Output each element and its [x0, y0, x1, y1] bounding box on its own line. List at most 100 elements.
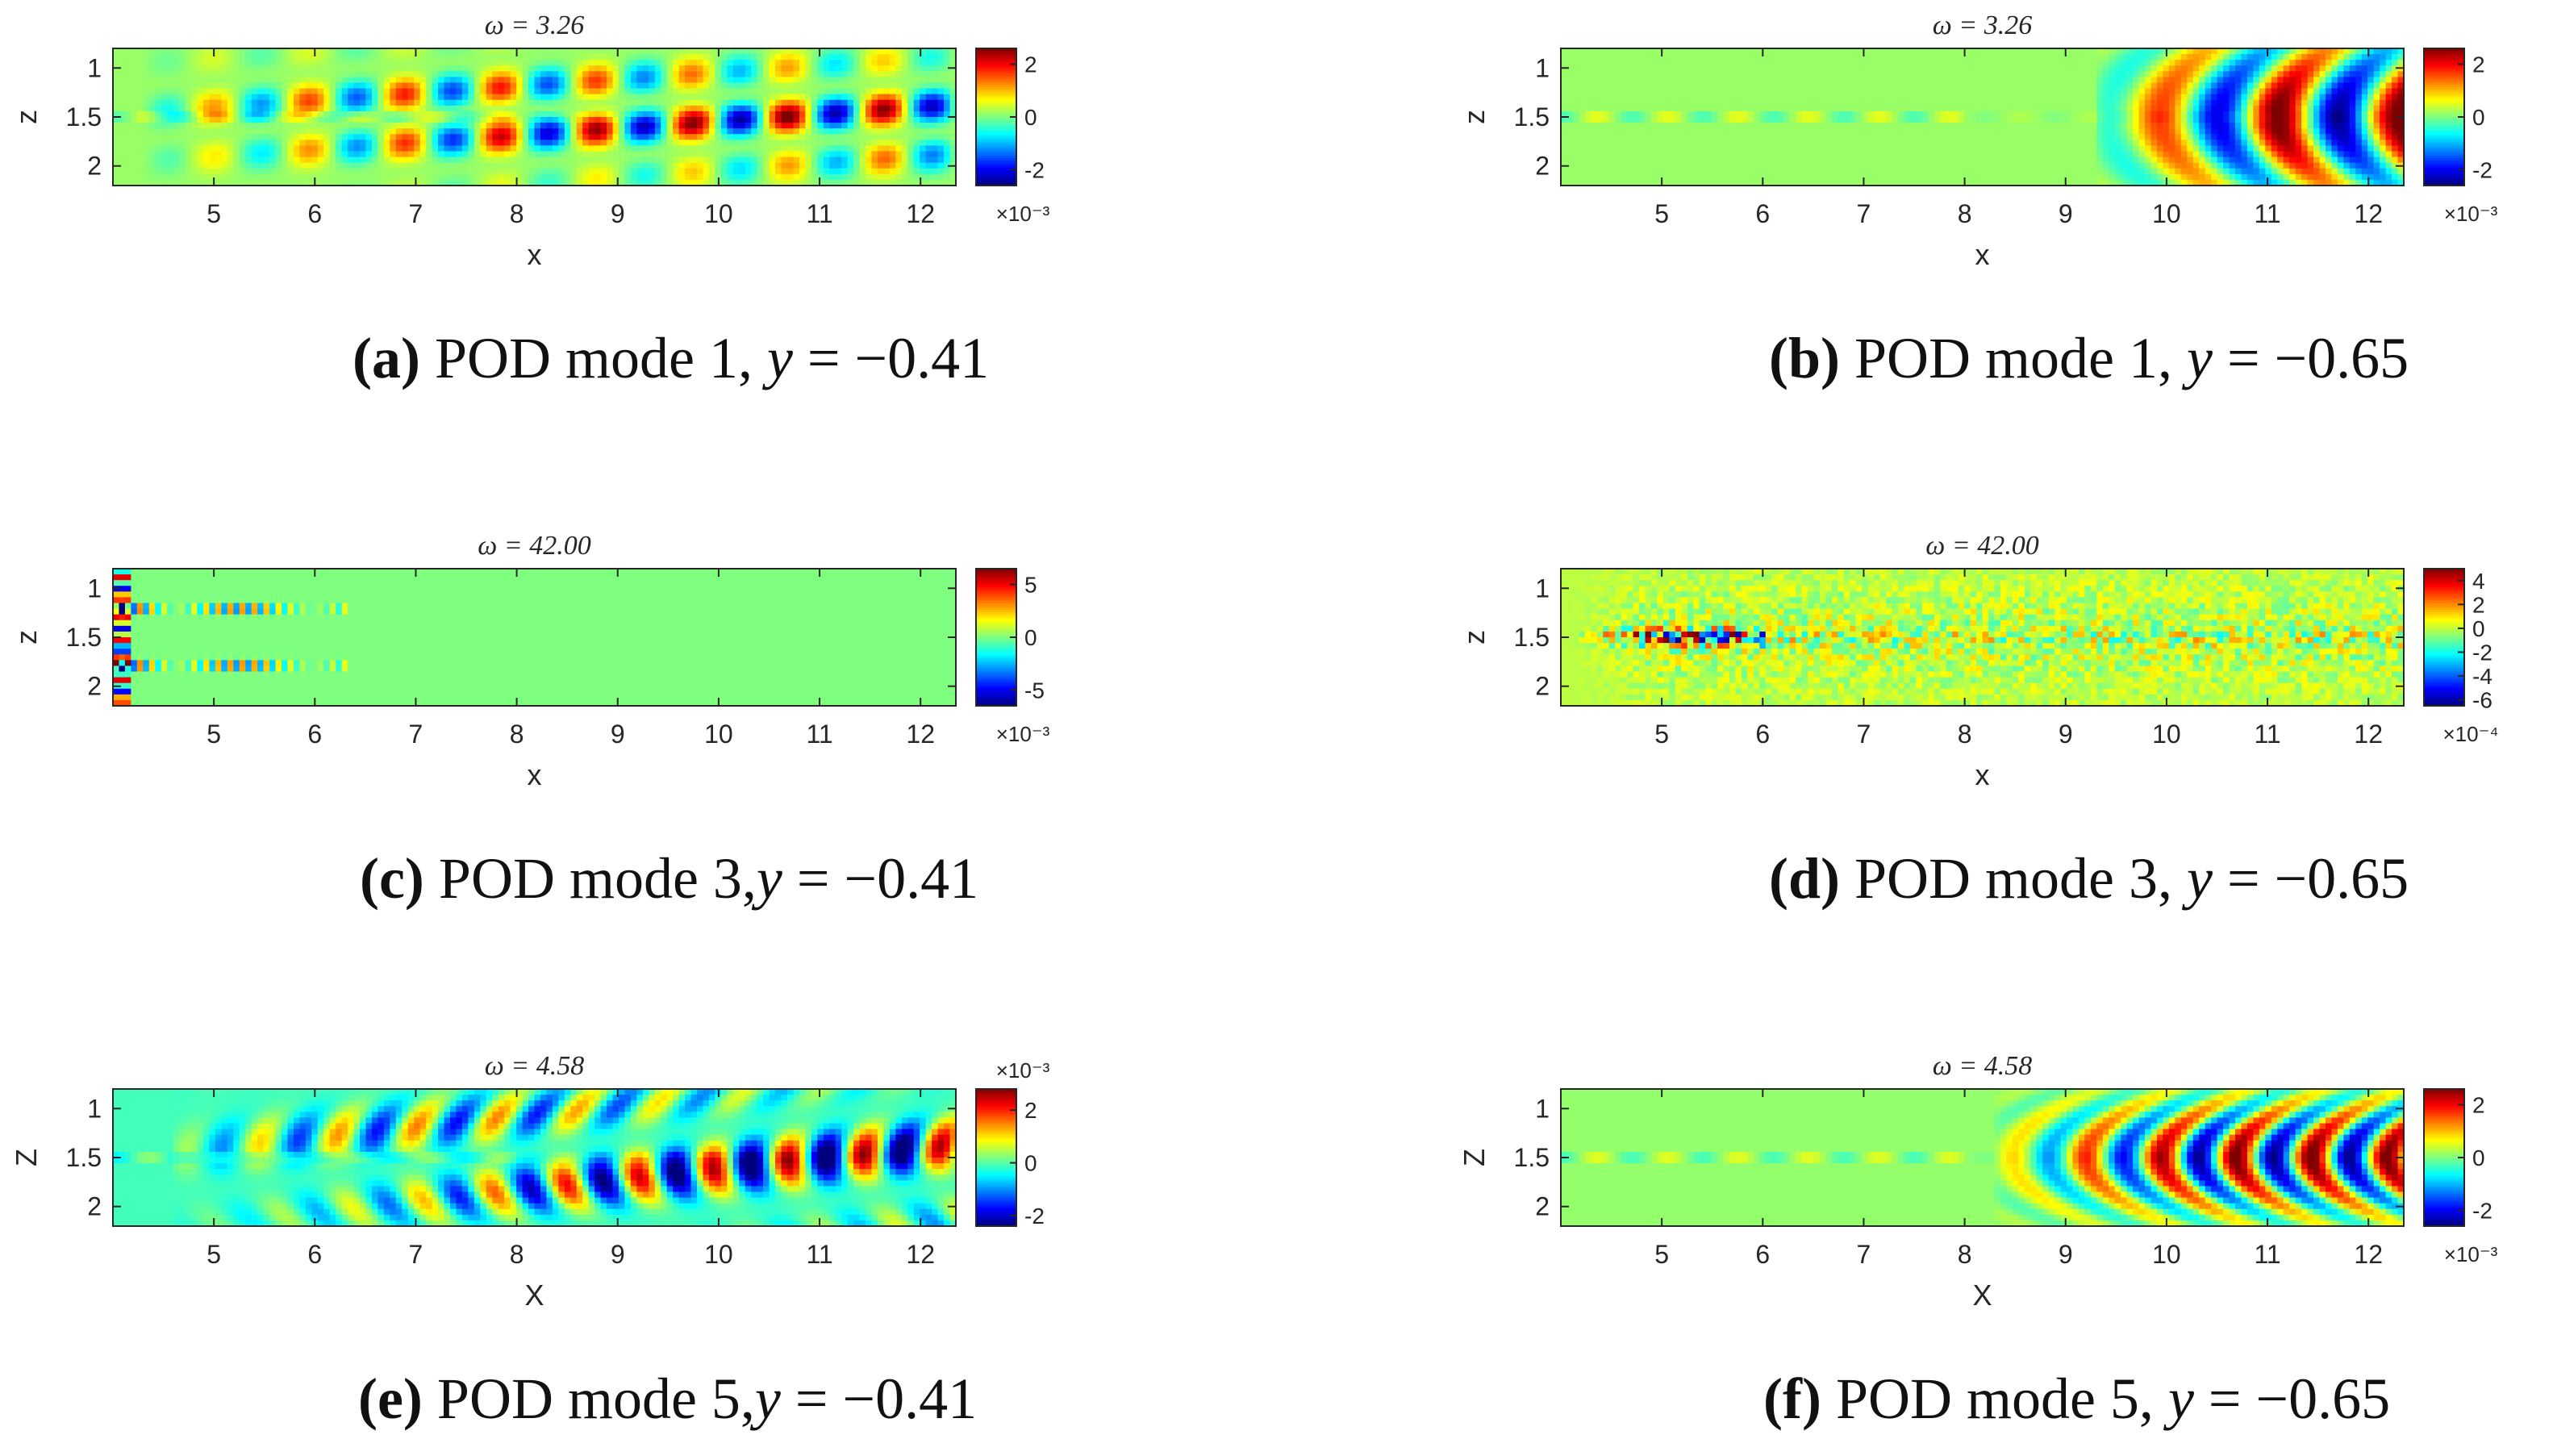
- heatmap-cell: [613, 140, 619, 146]
- heatmap-cell: [775, 123, 782, 129]
- heatmap-cell: [198, 174, 204, 181]
- heatmap-cell: [299, 60, 306, 66]
- heatmap-cell: [276, 152, 282, 158]
- heatmap-cell: [209, 169, 215, 175]
- heatmap-cell: [624, 145, 631, 152]
- heatmap-cell: [601, 65, 607, 72]
- heatmap-cell: [384, 89, 390, 95]
- heatmap-cell: [824, 77, 830, 83]
- heatmap-cell: [131, 100, 137, 106]
- heatmap-cell: [691, 89, 698, 95]
- heatmap-cell: [342, 65, 348, 72]
- heatmap-cell: [673, 152, 679, 158]
- heatmap-cell: [426, 157, 432, 164]
- heatmap-cell: [733, 65, 740, 72]
- heatmap-cell: [655, 94, 661, 101]
- heatmap-cell: [438, 54, 444, 60]
- heatmap-cell: [685, 123, 691, 129]
- heatmap-cell: [155, 65, 161, 72]
- heatmap-cell: [227, 140, 234, 146]
- heatmap-cell: [179, 83, 186, 90]
- heatmap-cell: [336, 94, 342, 101]
- heatmap-cell: [462, 71, 469, 77]
- heatmap-cell: [402, 117, 408, 123]
- heatmap-cell: [878, 89, 884, 95]
- heatmap-cell: [486, 77, 493, 83]
- heatmap-cell: [384, 157, 390, 164]
- heatmap-cell: [125, 48, 131, 55]
- heatmap-cell: [782, 163, 788, 169]
- heatmap-cell: [221, 123, 227, 129]
- heatmap-cell: [198, 128, 204, 135]
- heatmap-cell: [456, 111, 462, 118]
- heatmap-cell: [528, 134, 535, 140]
- heatmap-cell: [594, 111, 601, 118]
- heatmap-cell: [354, 174, 361, 181]
- heatmap-cell: [155, 94, 161, 101]
- heatmap-cell: [782, 106, 788, 112]
- heatmap-cell: [824, 100, 830, 106]
- heatmap-cell: [619, 145, 625, 152]
- heatmap-cell: [119, 94, 125, 101]
- heatmap-cell: [113, 106, 119, 112]
- heatmap-cell: [155, 174, 161, 181]
- heatmap-cell: [191, 111, 198, 118]
- heatmap-cell: [173, 100, 180, 106]
- heatmap-cell: [631, 77, 637, 83]
- heatmap-cell: [215, 152, 222, 158]
- heatmap-cell: [528, 100, 535, 106]
- heatmap-cell: [883, 77, 890, 83]
- heatmap-cell: [770, 117, 776, 123]
- heatmap-cell: [137, 106, 144, 112]
- heatmap-cell: [558, 100, 565, 106]
- heatmap-cell: [330, 152, 336, 158]
- heatmap-cell: [480, 94, 486, 101]
- heatmap-cell: [860, 117, 866, 123]
- heatmap-cell: [240, 152, 246, 158]
- heatmap-cell: [348, 106, 354, 112]
- heatmap-cell: [499, 83, 505, 90]
- heatmap-cell: [691, 134, 698, 140]
- heatmap-cell: [119, 83, 125, 90]
- heatmap-cell: [390, 140, 396, 146]
- heatmap-cell: [323, 163, 330, 169]
- heatmap-cell: [282, 128, 288, 135]
- heatmap-cell: [853, 140, 860, 146]
- heatmap-cell: [348, 117, 354, 123]
- heatmap-cell: [733, 60, 740, 66]
- heatmap-cell: [396, 71, 403, 77]
- heatmap-cell: [215, 65, 222, 72]
- heatmap-cell: [709, 145, 715, 152]
- heatmap-cell: [793, 89, 799, 95]
- heatmap-cell: [829, 54, 836, 60]
- heatmap-cell: [570, 71, 577, 77]
- heatmap-cell: [528, 111, 535, 118]
- heatmap-cell: [691, 48, 698, 55]
- heatmap-cell: [643, 100, 649, 106]
- heatmap-cell: [137, 169, 144, 175]
- heatmap-cell: [366, 83, 373, 90]
- heatmap-cell: [799, 123, 806, 129]
- heatmap-cell: [691, 65, 698, 72]
- heatmap-cell: [872, 65, 878, 72]
- heatmap-cell: [661, 83, 667, 90]
- heatmap-cell: [535, 48, 541, 55]
- heatmap-cell: [492, 111, 499, 118]
- heatmap-cell: [691, 83, 698, 90]
- heatmap-cell: [805, 100, 811, 106]
- heatmap-cell: [186, 100, 192, 106]
- heatmap-cell: [444, 134, 451, 140]
- heatmap-cell: [655, 83, 661, 90]
- heatmap-cell: [577, 117, 583, 123]
- heatmap-cell: [402, 163, 408, 169]
- heatmap-cell: [775, 71, 782, 77]
- heatmap-cell: [570, 89, 577, 95]
- heatmap-cell: [462, 60, 469, 66]
- heatmap-cell: [402, 60, 408, 66]
- heatmap-cell: [787, 157, 794, 164]
- heatmap-cell: [535, 169, 541, 175]
- heatmap-cell: [186, 140, 192, 146]
- heatmap-cell: [462, 77, 469, 83]
- heatmap-cell: [179, 100, 186, 106]
- heatmap-cell: [679, 89, 686, 95]
